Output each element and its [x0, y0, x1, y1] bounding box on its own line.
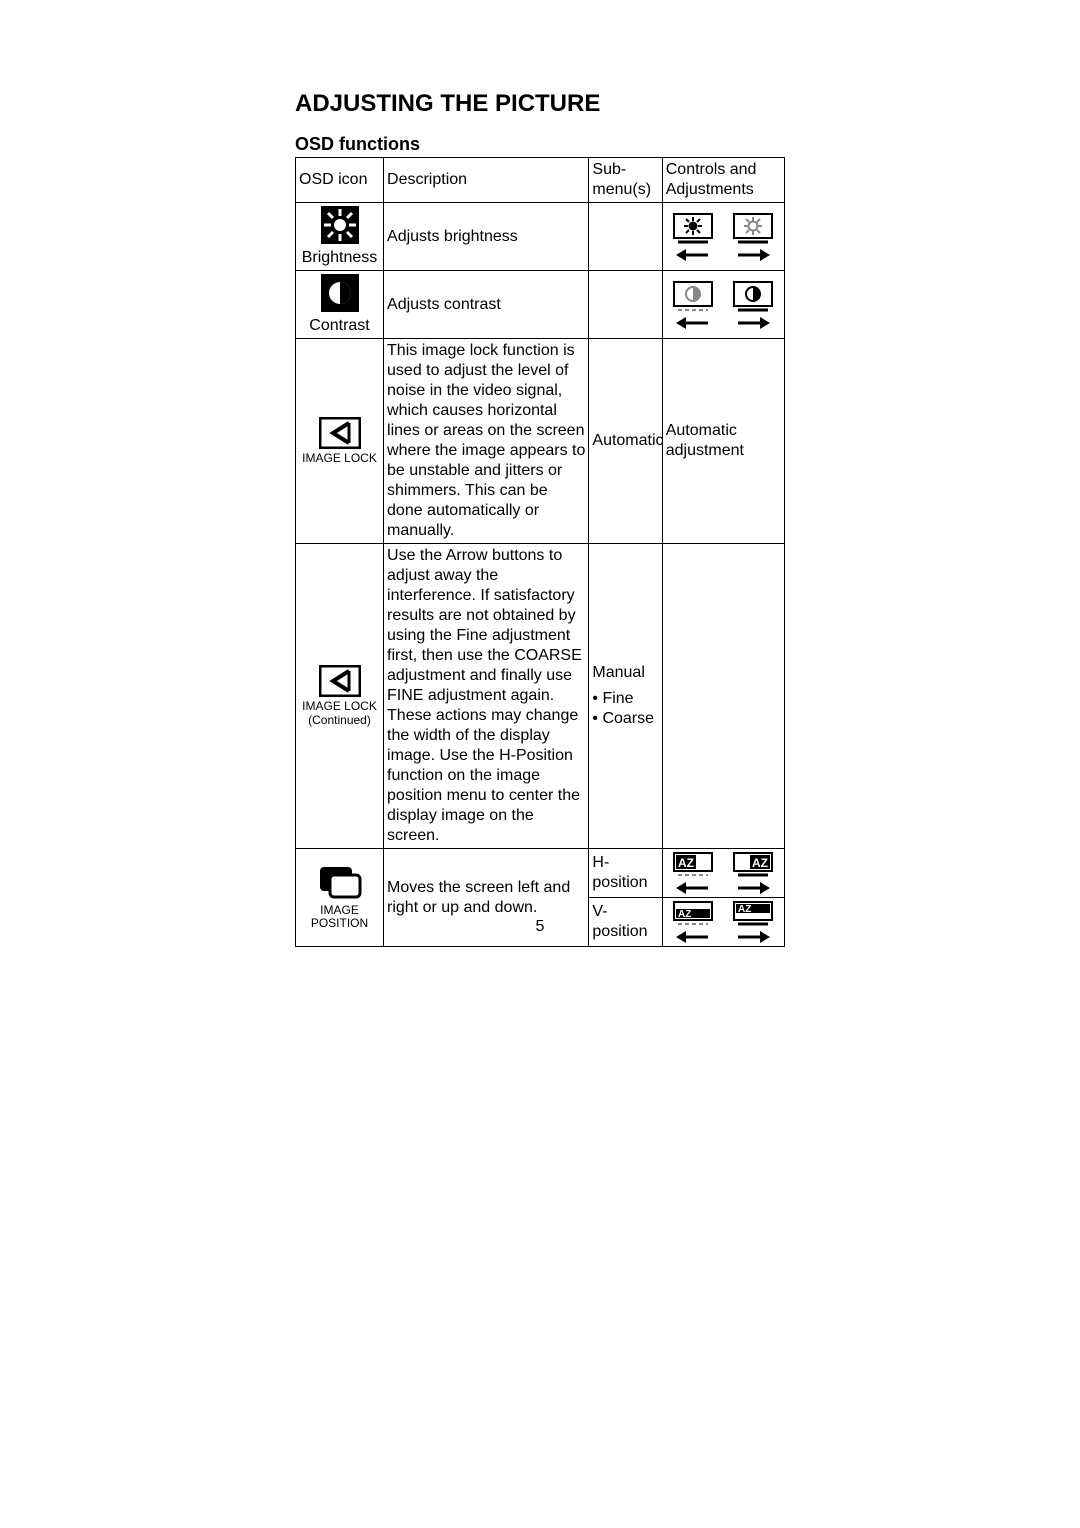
row-image-lock-auto: IMAGE LOCK This image lock function is u… [296, 339, 785, 544]
osd-table: OSD icon Description Sub-menu(s) Control… [295, 157, 785, 947]
svg-text:AZ: AZ [678, 856, 694, 870]
svg-text:AZ: AZ [738, 904, 751, 915]
contrast-icon [320, 273, 360, 313]
brightness-icon [320, 205, 360, 245]
arrow-left-icon [676, 316, 710, 330]
contrast-label: Contrast [309, 316, 369, 336]
image-lock-cont-label2: (Continued) [308, 713, 371, 727]
image-lock-manual-sub1: Manual [592, 663, 658, 683]
image-lock-label: IMAGE LOCK [302, 452, 377, 465]
brightness-low-monitor-icon [732, 212, 774, 246]
page-number: 5 [0, 918, 1080, 936]
arrow-right-icon [736, 881, 770, 895]
section-subtitle: OSD functions [295, 134, 785, 155]
table-header-row: OSD icon Description Sub-menu(s) Control… [296, 158, 785, 203]
hpos-right-monitor-icon: AZ [732, 851, 774, 879]
th-sub: Sub-menu(s) [589, 158, 662, 203]
arrow-right-icon [736, 316, 770, 330]
image-lock-auto-sub: Automatic [589, 339, 662, 544]
row-contrast: Contrast Adjusts contrast [296, 271, 785, 339]
image-lock-manual-desc: Use the Arrow buttons to adjust away the… [384, 544, 589, 849]
row-image-position: IMAGE POSITION Moves the screen left and… [296, 849, 785, 898]
svg-text:AZ: AZ [752, 856, 768, 870]
th-ctrl: Controls and Adjustments [662, 158, 784, 203]
image-position-label1: IMAGE [320, 903, 359, 917]
image-lock-manual-sub2: Fine [602, 690, 633, 707]
contrast-controls [666, 280, 781, 330]
image-lock-auto-ctrl: Automatic adjustment [662, 339, 784, 544]
row-brightness: Brightness Adjusts brightness [296, 203, 785, 271]
th-icon: OSD icon [296, 158, 384, 203]
brightness-label: Brightness [302, 248, 378, 268]
image-lock-auto-desc: This image lock function is used to adju… [384, 339, 589, 544]
hposition-controls: AZ AZ [666, 851, 781, 895]
brightness-controls [666, 212, 781, 262]
image-lock-cont-label1: IMAGE LOCK [302, 699, 377, 713]
image-lock-icon [319, 417, 361, 449]
image-position-icon [318, 865, 362, 901]
hpos-left-monitor-icon: AZ [672, 851, 714, 879]
contrast-right-monitor-icon [732, 280, 774, 314]
row-image-lock-manual: IMAGE LOCK (Continued) Use the Arrow but… [296, 544, 785, 849]
brightness-desc: Adjusts brightness [384, 203, 589, 271]
th-desc: Description [384, 158, 589, 203]
arrow-right-icon [736, 248, 770, 262]
contrast-left-monitor-icon [672, 280, 714, 314]
contrast-desc: Adjusts contrast [384, 271, 589, 339]
arrow-left-icon [676, 881, 710, 895]
page-title: ADJUSTING THE PICTURE [295, 90, 785, 118]
image-lock-icon [319, 665, 361, 697]
arrow-left-icon [676, 248, 710, 262]
brightness-high-monitor-icon [672, 212, 714, 246]
image-lock-manual-sub3: Coarse [602, 710, 654, 727]
image-position-h-sub: H-position [589, 849, 662, 898]
